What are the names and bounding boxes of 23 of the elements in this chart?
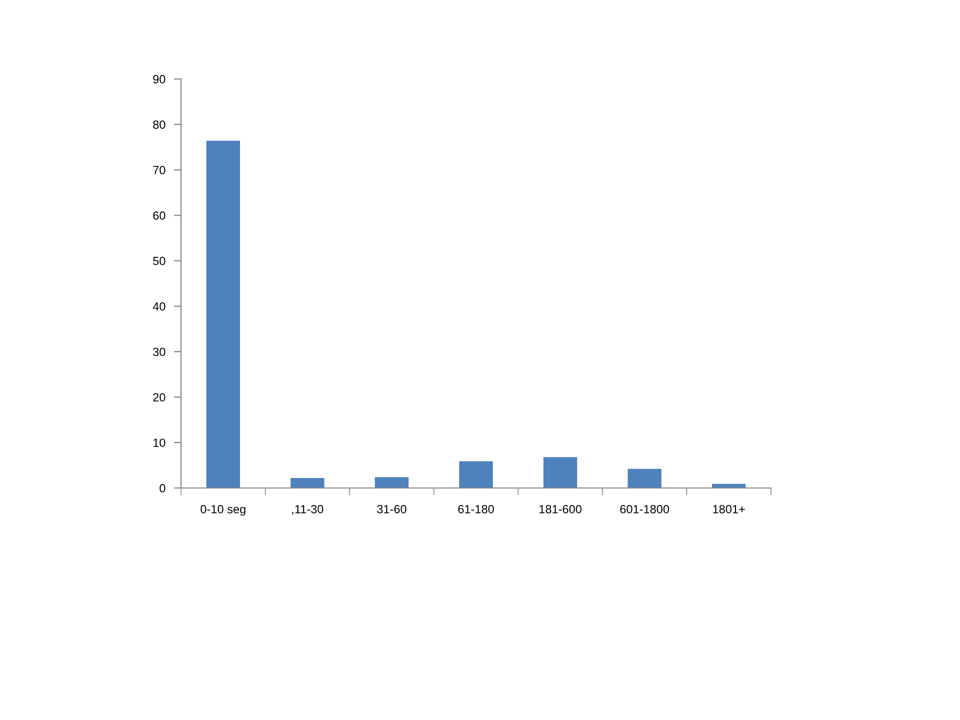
y-tick-label: 40 [152, 302, 166, 311]
x-tick-label: 0-10 seg [200, 504, 246, 516]
bar [206, 140, 240, 488]
y-tick-label: 30 [153, 348, 166, 356]
y-tick-label: 90 [153, 75, 166, 84]
y-tick-label: 80 [153, 120, 166, 129]
bar [374, 477, 409, 488]
x-tick-label: 61-180 [458, 504, 494, 514]
x-tick-label: 31-60 [377, 504, 406, 514]
x-tick-label: ,11-30 [292, 504, 324, 515]
x-tick-label: 601-1800 [620, 504, 670, 514]
x-tick-label: 181-600 [540, 504, 582, 514]
bar [543, 457, 578, 488]
bar [290, 478, 324, 488]
y-tick-label: 10 [153, 438, 166, 447]
y-tick-label: 0 [160, 484, 166, 492]
y-tick-label: 70 [153, 166, 166, 174]
bar [628, 468, 662, 488]
y-tick-label: 20 [153, 393, 166, 402]
x-tick-label: 1801+ [713, 504, 745, 514]
bar [459, 461, 493, 488]
y-tick-label: 50 [153, 256, 166, 266]
y-tick-label: 60 [153, 211, 166, 220]
